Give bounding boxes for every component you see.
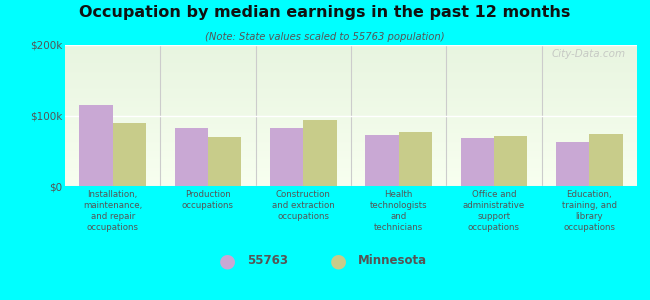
Bar [590, 134, 623, 186]
Text: ●: ● [330, 251, 346, 271]
Bar [398, 132, 432, 186]
Text: Minnesota: Minnesota [358, 254, 426, 268]
Text: ●: ● [219, 251, 236, 271]
Bar [461, 138, 494, 186]
Text: City-Data.com: City-Data.com [551, 49, 625, 59]
Text: (Note: State values scaled to 55763 population): (Note: State values scaled to 55763 popu… [205, 32, 445, 41]
Bar [175, 128, 208, 186]
Bar [208, 137, 241, 186]
Bar [556, 142, 590, 186]
Bar [365, 134, 398, 186]
Text: 55763: 55763 [247, 254, 288, 268]
Text: Occupation by median earnings in the past 12 months: Occupation by median earnings in the pas… [79, 4, 571, 20]
Bar [112, 122, 146, 186]
Bar [270, 128, 304, 186]
Bar [304, 120, 337, 186]
Bar [494, 136, 527, 186]
Bar [79, 105, 112, 186]
